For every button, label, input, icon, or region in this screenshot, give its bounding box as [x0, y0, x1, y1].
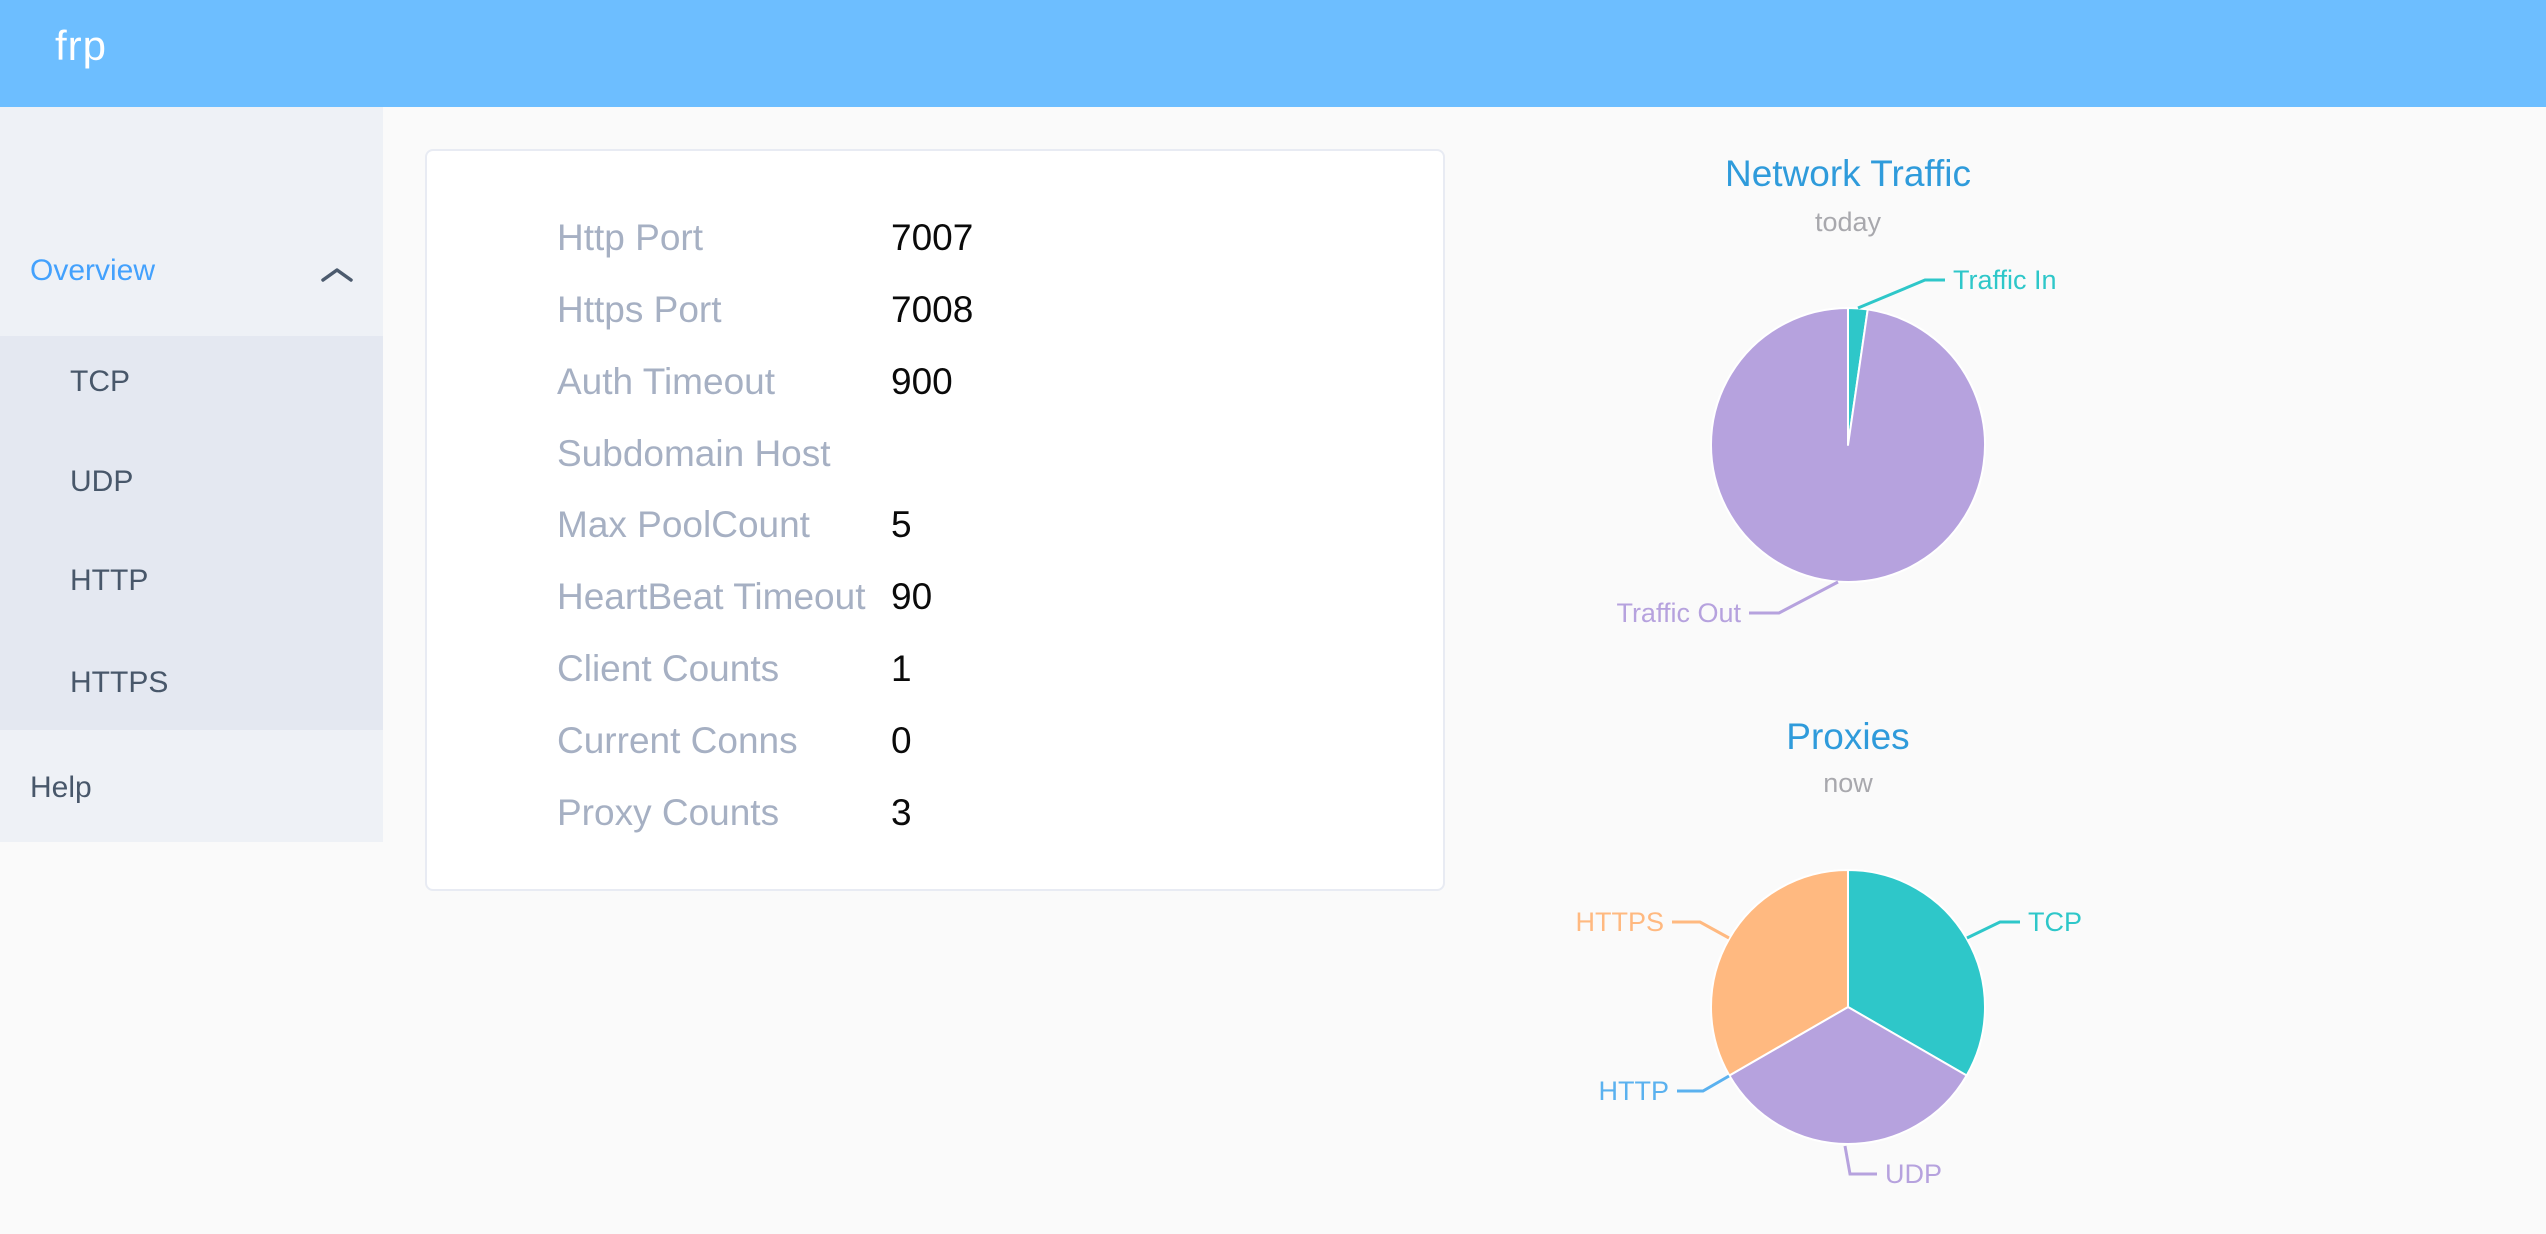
chevron-up-icon — [321, 268, 353, 282]
config-label: Current Conns — [557, 720, 798, 761]
config-value: 3 — [891, 792, 912, 833]
sidebar-item-https[interactable]: HTTPS — [0, 653, 383, 713]
pie-label-https: HTTPS — [1575, 907, 1664, 937]
config-value: 7008 — [891, 289, 974, 330]
sidebar-item-label: HTTP — [70, 564, 149, 597]
app-logo: frp — [55, 22, 108, 69]
sidebar-item-label: Overview — [30, 254, 156, 287]
config-label: Auth Timeout — [557, 361, 776, 402]
pie-label-line-http — [1677, 1074, 1730, 1093]
config-label: Subdomain Host — [557, 433, 831, 474]
proxies-submenu: TCP UDP HTTP HTTPS — [0, 336, 383, 730]
chart-subtitle: today — [1814, 207, 1882, 237]
config-label: HeartBeat Timeout — [557, 576, 866, 617]
chart-title: Proxies — [1786, 716, 1910, 757]
pie-label-udp: UDP — [1885, 1159, 1942, 1189]
config-value: 90 — [891, 576, 933, 617]
config-row-proxy-counts: Proxy Counts 3 — [427, 791, 1443, 835]
config-value: 1 — [891, 648, 912, 689]
config-row-client-counts: Client Counts 1 — [427, 647, 1443, 691]
config-value: 7007 — [891, 217, 974, 258]
app-header: frp — [0, 0, 2546, 107]
pie-label-http: HTTP — [1599, 1076, 1670, 1106]
sidebar-item-label: Help — [30, 771, 92, 804]
pie-slice-https[interactable] — [1710, 869, 1849, 1077]
config-value: 5 — [891, 504, 912, 545]
config-label: Proxy Counts — [557, 792, 780, 833]
pie-label-line-tcp — [1966, 920, 2020, 940]
config-row-subdomain-host: Subdomain Host — [427, 432, 1443, 476]
sidebar-item-tcp[interactable]: TCP — [0, 352, 383, 412]
pie-label-line-udp — [1843, 1145, 1877, 1176]
charts-column: Network Traffic today Traffic In Traffic … — [1548, 107, 2148, 1234]
sidebar-item-http[interactable]: HTTP — [0, 551, 383, 611]
config-row-current-conns: Current Conns 0 — [427, 719, 1443, 763]
pie-slice-traffic-out[interactable] — [1710, 307, 1986, 583]
server-config-card: Http Port 7007 Https Port 7008 Auth Timeout 9… — [425, 149, 1445, 891]
config-row-http-port: Http Port 7007 — [427, 216, 1443, 260]
sidebar-item-label: TCP — [70, 365, 130, 398]
config-row-https-port: Https Port 7008 — [427, 288, 1443, 332]
chart-subtitle: now — [1823, 768, 1873, 798]
sidebar: Overview Proxies TCP UDP HTTP HTTPS Help — [0, 107, 383, 842]
config-label: Https Port — [557, 289, 722, 330]
config-row-max-poolcount: Max PoolCount 5 — [427, 503, 1443, 547]
config-label: Client Counts — [557, 648, 780, 689]
pie-label-traffic-in: Traffic In — [1953, 265, 2057, 295]
config-value: 0 — [891, 720, 912, 761]
config-label: Http Port — [557, 217, 703, 258]
pie-label-line-traffic-out — [1749, 580, 1839, 615]
config-label: Max PoolCount — [557, 504, 810, 545]
sidebar-item-label: UDP — [70, 465, 134, 498]
config-value: 900 — [891, 361, 953, 402]
chart-title: Network Traffic — [1724, 153, 1972, 194]
pie-label-tcp: TCP — [2028, 907, 2082, 937]
sidebar-item-label: HTTPS — [70, 666, 169, 699]
network-traffic-pie-chart[interactable]: Traffic In Traffic Out — [1548, 250, 2148, 650]
pie-label-line-traffic-in — [1857, 278, 1945, 310]
config-row-heartbeat-timeout: HeartBeat Timeout 90 — [427, 575, 1443, 619]
sidebar-item-help[interactable]: Help — [0, 758, 383, 818]
pie-label-traffic-out: Traffic Out — [1616, 598, 1741, 628]
proxies-pie-chart[interactable]: TCP UDP HTTP HTTPS — [1548, 810, 2148, 1230]
pie-label-line-https — [1672, 920, 1730, 940]
config-row-auth-timeout: Auth Timeout 900 — [427, 360, 1443, 404]
sidebar-item-overview[interactable]: Overview — [0, 241, 383, 301]
sidebar-item-udp[interactable]: UDP — [0, 452, 383, 512]
pie-slice-tcp[interactable] — [1847, 869, 1986, 1077]
